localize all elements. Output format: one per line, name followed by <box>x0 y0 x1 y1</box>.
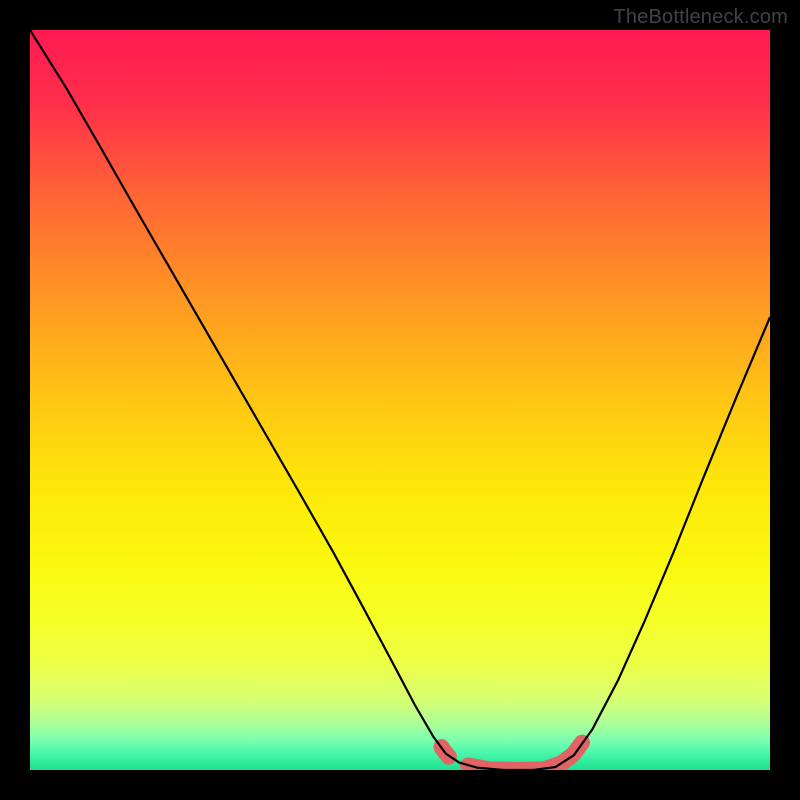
bottleneck-curve <box>30 30 770 770</box>
plot-area <box>30 30 770 770</box>
curve-layer <box>30 30 770 770</box>
figure-root: TheBottleneck.com <box>0 0 800 800</box>
highlight-segment <box>468 743 582 770</box>
watermark-text: TheBottleneck.com <box>613 6 788 29</box>
